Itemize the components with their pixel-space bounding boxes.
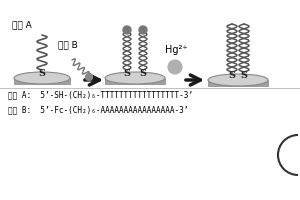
Circle shape [139, 26, 147, 34]
Text: 探针 A: 探针 A [12, 21, 32, 29]
Ellipse shape [208, 74, 268, 86]
Ellipse shape [14, 72, 70, 84]
Polygon shape [105, 78, 165, 84]
Text: S: S [241, 71, 248, 79]
Ellipse shape [105, 72, 165, 84]
Circle shape [85, 73, 92, 80]
Text: S: S [38, 68, 46, 77]
Text: 探针 A:  5’-SH-(CH₂)₆-TTTTTTTTTTTTTTTTT-3’: 探针 A: 5’-SH-(CH₂)₆-TTTTTTTTTTTTTTTTT-3’ [8, 90, 193, 99]
Text: 探针 B: 探针 B [58, 40, 78, 49]
Text: S: S [229, 71, 236, 79]
Polygon shape [208, 80, 268, 86]
Text: S: S [124, 68, 130, 77]
Circle shape [168, 60, 182, 74]
Circle shape [123, 26, 131, 34]
Text: 探针 B:  5’-Fc-(CH₂)₆-AAAAAAAAAAAAAAAA-3’: 探针 B: 5’-Fc-(CH₂)₆-AAAAAAAAAAAAAAAA-3’ [8, 106, 188, 114]
Text: Hg²⁺: Hg²⁺ [165, 45, 188, 55]
Polygon shape [14, 78, 70, 84]
Text: S: S [140, 68, 146, 77]
